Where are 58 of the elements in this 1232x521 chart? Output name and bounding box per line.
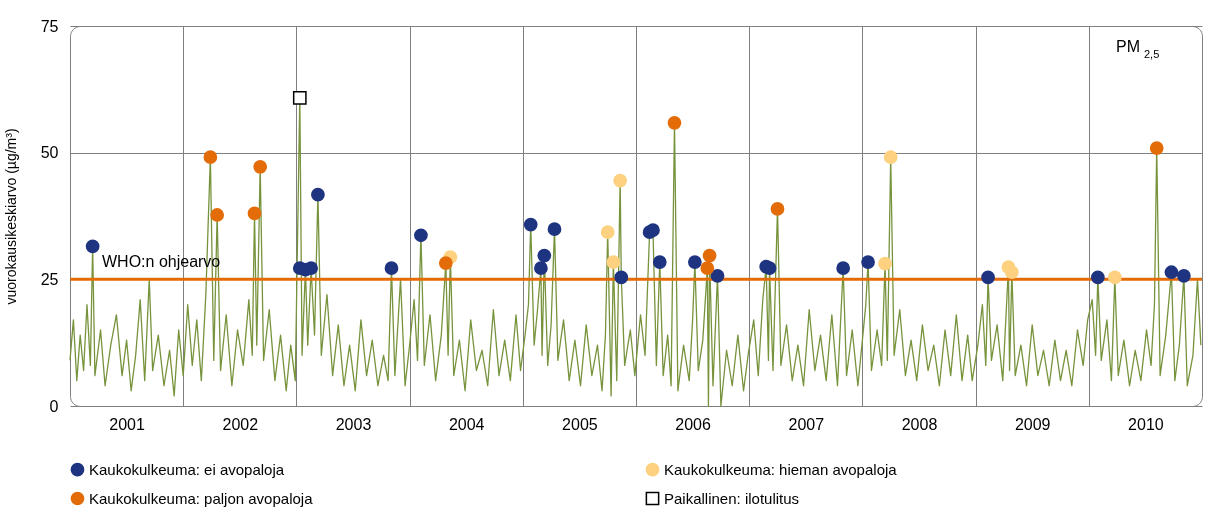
point (1177, 268, 1191, 283)
point (613, 173, 628, 188)
point (700, 261, 715, 276)
point (547, 222, 562, 237)
point (646, 223, 660, 238)
annotation: PM$_{2,5}$ (1116, 38, 1160, 60)
point (836, 261, 851, 276)
point (534, 261, 548, 276)
y-tick-label: 0 (49, 397, 59, 415)
point (85, 239, 100, 254)
point (247, 206, 262, 221)
point (702, 248, 717, 263)
point (438, 256, 453, 270)
point (1164, 265, 1179, 280)
point (203, 150, 218, 165)
point (878, 256, 892, 271)
point (414, 228, 428, 243)
point (883, 150, 898, 165)
point (606, 255, 621, 269)
x-tick-label: 2002 (222, 415, 259, 433)
point (770, 202, 785, 216)
x-tick-label: 2003 (335, 415, 372, 433)
point (304, 261, 318, 276)
x-tick-label: 2010 (1128, 415, 1164, 433)
y-tick-label: 50 (40, 144, 59, 162)
point (1004, 265, 1019, 280)
point (210, 208, 225, 222)
y-axis-title: vuorokausikeskiarvo (µg/m³) (2, 128, 19, 305)
x-tick-label: 2009 (1014, 415, 1051, 433)
point (311, 187, 325, 202)
legend-label: Kaukokulkeuma: hieman avopaloja (664, 460, 898, 478)
x-tick-label: 2004 (448, 415, 485, 433)
point (292, 91, 307, 105)
point (537, 248, 552, 263)
legend-label: Paikallinen: ilotulitus (664, 489, 800, 507)
point (981, 270, 995, 285)
legend-label: Kaukokulkeuma: ei avopaloja (89, 460, 285, 478)
point (1090, 270, 1105, 285)
point (600, 225, 615, 240)
point (710, 268, 725, 283)
x-tick-label: 2008 (901, 415, 938, 433)
point (614, 270, 629, 285)
point (253, 159, 268, 174)
point (667, 115, 682, 130)
point (652, 255, 667, 269)
legend-label: Kaukokulkeuma: paljon avopaloja (89, 489, 314, 507)
x-tick-label: 2007 (788, 415, 825, 433)
x-tick-label: 2005 (562, 415, 598, 433)
point (1107, 270, 1122, 285)
point (687, 255, 702, 269)
point (384, 261, 399, 276)
x-tick-label: 2001 (109, 415, 145, 433)
x-tick-label: 2006 (675, 415, 711, 433)
point (1149, 141, 1164, 155)
y-tick-label: 75 (40, 17, 59, 35)
point (861, 255, 875, 269)
y-tick-label: 25 (40, 270, 59, 288)
point (523, 217, 538, 232)
